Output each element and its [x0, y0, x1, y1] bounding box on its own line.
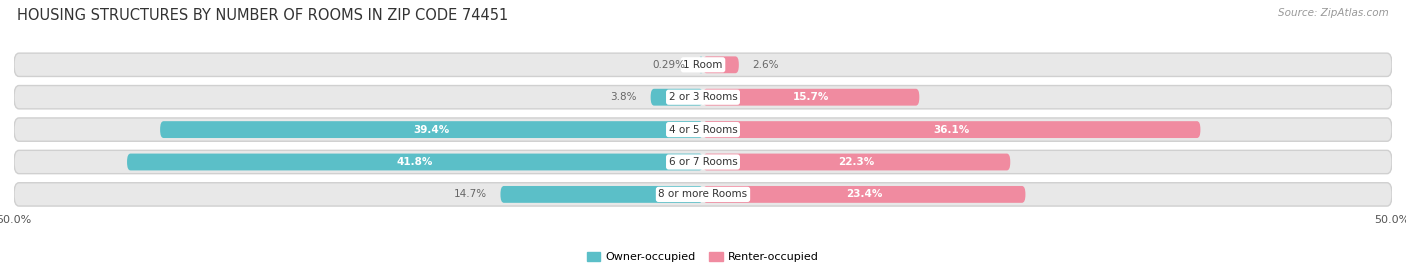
- FancyBboxPatch shape: [501, 186, 703, 203]
- FancyBboxPatch shape: [14, 53, 1392, 76]
- FancyBboxPatch shape: [703, 186, 1025, 203]
- FancyBboxPatch shape: [703, 154, 1011, 170]
- Text: 23.4%: 23.4%: [846, 189, 883, 200]
- FancyBboxPatch shape: [703, 56, 738, 73]
- Text: 22.3%: 22.3%: [838, 157, 875, 167]
- FancyBboxPatch shape: [14, 150, 1392, 174]
- Text: 15.7%: 15.7%: [793, 92, 830, 102]
- Text: 8 or more Rooms: 8 or more Rooms: [658, 189, 748, 200]
- FancyBboxPatch shape: [703, 89, 920, 106]
- Text: 6 or 7 Rooms: 6 or 7 Rooms: [669, 157, 737, 167]
- Text: 2.6%: 2.6%: [752, 60, 779, 70]
- Text: HOUSING STRUCTURES BY NUMBER OF ROOMS IN ZIP CODE 74451: HOUSING STRUCTURES BY NUMBER OF ROOMS IN…: [17, 8, 508, 23]
- FancyBboxPatch shape: [127, 154, 703, 170]
- Text: 1 Room: 1 Room: [683, 60, 723, 70]
- Text: 39.4%: 39.4%: [413, 124, 450, 135]
- FancyBboxPatch shape: [160, 121, 703, 138]
- Text: Source: ZipAtlas.com: Source: ZipAtlas.com: [1278, 8, 1389, 18]
- Text: 14.7%: 14.7%: [454, 189, 486, 200]
- FancyBboxPatch shape: [14, 118, 1392, 141]
- FancyBboxPatch shape: [703, 121, 1201, 138]
- FancyBboxPatch shape: [651, 89, 703, 106]
- FancyBboxPatch shape: [699, 56, 703, 73]
- Text: 0.29%: 0.29%: [652, 60, 685, 70]
- FancyBboxPatch shape: [14, 86, 1392, 109]
- Text: 41.8%: 41.8%: [396, 157, 433, 167]
- Text: 3.8%: 3.8%: [610, 92, 637, 102]
- Text: 2 or 3 Rooms: 2 or 3 Rooms: [669, 92, 737, 102]
- Text: 36.1%: 36.1%: [934, 124, 970, 135]
- FancyBboxPatch shape: [14, 183, 1392, 206]
- Legend: Owner-occupied, Renter-occupied: Owner-occupied, Renter-occupied: [582, 247, 824, 266]
- Text: 4 or 5 Rooms: 4 or 5 Rooms: [669, 124, 737, 135]
